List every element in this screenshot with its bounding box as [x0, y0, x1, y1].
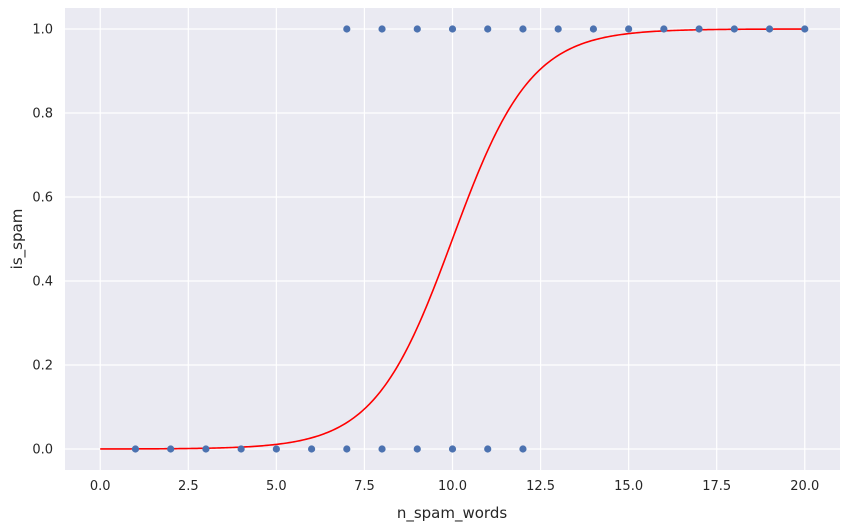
x-tick-label: 12.5 [526, 479, 555, 494]
x-tick-label: 20.0 [790, 479, 819, 494]
y-tick-label: 0.4 [32, 275, 53, 290]
y-axis-label: is_spam [8, 209, 27, 270]
scatter-point [554, 25, 562, 33]
scatter-point [343, 445, 351, 453]
x-tick-label: 7.5 [354, 479, 375, 494]
scatter-point [378, 445, 386, 453]
marks [100, 25, 809, 453]
scatter-point [307, 445, 316, 453]
scatter-point [625, 25, 633, 33]
y-tick-label: 0.8 [32, 107, 53, 122]
x-tick-label: 10.0 [438, 479, 467, 494]
scatter-point [413, 25, 421, 33]
x-tick-label: 0.0 [90, 479, 111, 494]
scatter-point [448, 445, 457, 453]
scatter-point [343, 25, 351, 33]
logistic-curve [100, 28, 805, 450]
x-tick-label: 2.5 [178, 479, 199, 494]
scatter-point [484, 25, 492, 33]
x-tick-label: 17.5 [702, 479, 731, 494]
scatter-point [448, 25, 457, 33]
scatter-point [202, 445, 210, 453]
scatter-point [131, 445, 140, 453]
scatter-point [695, 25, 703, 33]
y-tick-label: 1.0 [32, 23, 53, 38]
x-tick-label: 15.0 [614, 479, 643, 494]
scatter-point [765, 25, 774, 33]
x-tick-label: 5.0 [266, 479, 287, 494]
tick-labels: 0.0 2.5 5.0 7.5 10.0 12.5 15.0 17.5 20.0 0.0 0.2 0.… [32, 23, 819, 495]
scatter-point [167, 445, 175, 453]
y-tick-label: 0.0 [32, 443, 53, 458]
scatter-point [519, 25, 527, 33]
scatter-point [589, 25, 598, 33]
scatter-point [730, 25, 738, 33]
scatter-point [519, 445, 527, 453]
x-axis-label: n_spam_words [397, 504, 508, 523]
y-tick-label: 0.2 [32, 359, 53, 374]
scatter-point [272, 445, 280, 453]
scatter-point [484, 445, 492, 453]
scatter-point [378, 25, 386, 33]
scatter-point [660, 25, 668, 33]
y-tick-label: 0.6 [32, 191, 53, 206]
scatter-point [801, 25, 809, 33]
scatter-point [413, 445, 421, 453]
scatter-point [237, 445, 245, 453]
